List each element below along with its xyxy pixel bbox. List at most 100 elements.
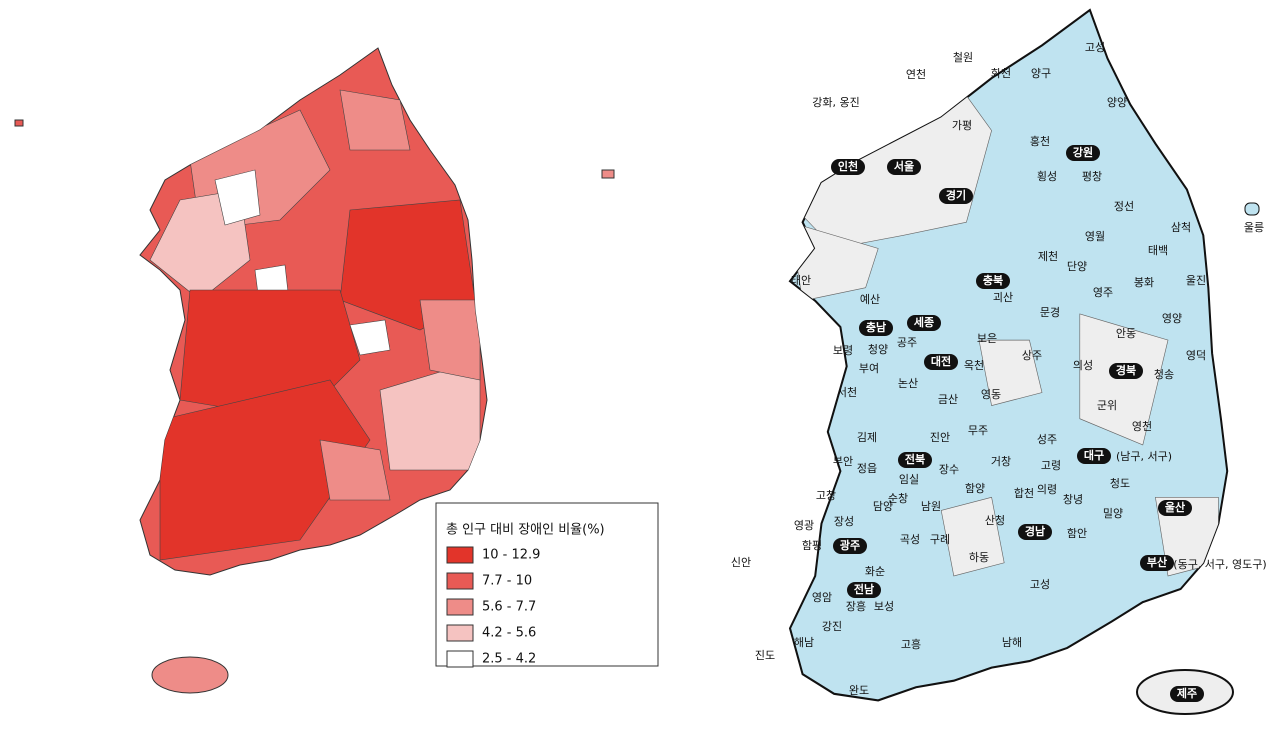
region-pill <box>831 159 865 175</box>
place-label: 함양 <box>965 482 985 495</box>
place-label: 청송 <box>1154 368 1174 381</box>
place-label: 창녕 <box>1063 493 1083 506</box>
place-label: 태백 <box>1148 244 1168 257</box>
legend-swatch <box>446 624 474 642</box>
region-pill <box>847 582 881 598</box>
place-label: 해남 <box>794 635 814 649</box>
place-label: 화천 <box>991 66 1011 80</box>
region-label: 제주 <box>1177 686 1197 700</box>
place-label: 제천 <box>1038 249 1058 263</box>
place-label: 장흥 <box>846 599 866 613</box>
region-label: 전북 <box>905 452 925 466</box>
place-label: 남해 <box>1002 635 1022 649</box>
place-label: 정선 <box>1114 200 1134 213</box>
place-label: 함안 <box>1067 527 1087 540</box>
region-label: 충남 <box>866 320 886 334</box>
legend-label: 2.5 - 4.2 <box>482 652 536 667</box>
place-label: 정읍 <box>857 462 877 475</box>
left-map: 총 인구 대비 장애인 비율(%) 10 - 12.9 7.7 - 10 5.6 -… <box>14 47 659 694</box>
place-label: 논산 <box>898 377 918 390</box>
place-label: 철원 <box>953 51 973 64</box>
place-label: 가평 <box>952 119 972 132</box>
region-pill <box>1018 524 1052 540</box>
region-pill <box>939 188 973 204</box>
place-label: 고령 <box>1041 459 1061 472</box>
region-label: 경북 <box>1116 363 1136 377</box>
place-label: 공주 <box>897 336 917 349</box>
place-label: (남구, 서구) <box>1116 450 1172 463</box>
legend-label: 5.6 - 7.7 <box>482 600 536 615</box>
region-label: 경기 <box>946 188 966 202</box>
place-label: 태안 <box>791 274 811 287</box>
region-label: 광주 <box>840 539 860 552</box>
place-label: 강화, 옹진 <box>812 96 859 109</box>
place-label: 김제 <box>857 431 877 444</box>
place-label: 진안 <box>930 431 950 444</box>
place-label: 부여 <box>859 362 879 375</box>
place-label: 횡성 <box>1037 170 1057 183</box>
place-label: 안동 <box>1116 327 1136 340</box>
place-label: 영양 <box>1162 312 1182 325</box>
region-pill <box>1066 145 1100 161</box>
region-pill <box>833 538 867 554</box>
place-label: 봉화 <box>1134 276 1154 289</box>
region-pill <box>898 452 932 468</box>
place-label: 영월 <box>1085 230 1105 243</box>
place-label: 장수 <box>939 463 959 476</box>
region-pill <box>1140 555 1174 571</box>
region-label: 서울 <box>894 159 914 173</box>
legend-label: 7.7 - 10 <box>482 574 532 589</box>
place-label: 강진 <box>822 620 842 633</box>
region-pill <box>924 354 958 370</box>
region-label: 충북 <box>983 273 1003 287</box>
place-label: (동구, 서구, 영도구) <box>1173 558 1266 571</box>
place-label: 보은 <box>977 332 997 345</box>
place-label: 곡성 <box>900 533 920 546</box>
legend-swatch <box>446 650 474 668</box>
place-label: 구례 <box>930 533 950 546</box>
place-label: 울진 <box>1186 274 1206 287</box>
region-label: 부산 <box>1147 555 1167 569</box>
place-label: 양구 <box>1031 67 1051 80</box>
place-label: 영동 <box>981 388 1001 401</box>
place-label: 울릉 <box>1244 221 1264 234</box>
place-label: 성주 <box>1037 433 1057 446</box>
region-pill <box>859 320 893 336</box>
place-label: 청도 <box>1110 477 1130 490</box>
place-label: 영광 <box>794 519 814 532</box>
place-label: 영덕 <box>1186 349 1206 362</box>
place-label: 장성 <box>834 515 854 528</box>
legend-label: 4.2 - 5.6 <box>482 626 536 641</box>
place-label: 의성 <box>1073 359 1093 372</box>
place-label: 홍천 <box>1030 134 1050 148</box>
region-label: 대전 <box>931 354 951 368</box>
place-label: 진도 <box>755 649 775 662</box>
place-label: 보령 <box>833 344 853 357</box>
place-label: 부안 <box>833 455 853 468</box>
place-label: 군위 <box>1097 399 1117 412</box>
place-label: 담양 <box>873 500 893 513</box>
legend-title: 총 인구 대비 장애인 비율(%) <box>446 523 605 538</box>
place-label: 순창 <box>888 492 908 505</box>
place-label: 삼척 <box>1171 221 1191 234</box>
place-label: 고흥 <box>901 637 921 651</box>
place-label: 하동 <box>969 550 989 564</box>
place-label: 예산 <box>860 293 880 306</box>
region-label: 전남 <box>854 582 874 596</box>
region-pill <box>1170 686 1204 702</box>
legend-swatch <box>446 546 474 564</box>
region-pill <box>1158 500 1192 516</box>
region-pill <box>887 159 921 175</box>
place-label: 남원 <box>921 500 941 513</box>
place-label: 영주 <box>1093 286 1113 299</box>
place-label: 고성 <box>1085 41 1105 54</box>
region-label: 인천 <box>838 159 858 173</box>
place-label: 영암 <box>812 591 832 604</box>
place-label: 고성 <box>1030 578 1050 591</box>
place-label: 단양 <box>1067 260 1087 273</box>
place-label: 임실 <box>899 473 919 486</box>
place-label: 완도 <box>849 684 869 697</box>
legend-swatch <box>446 598 474 616</box>
